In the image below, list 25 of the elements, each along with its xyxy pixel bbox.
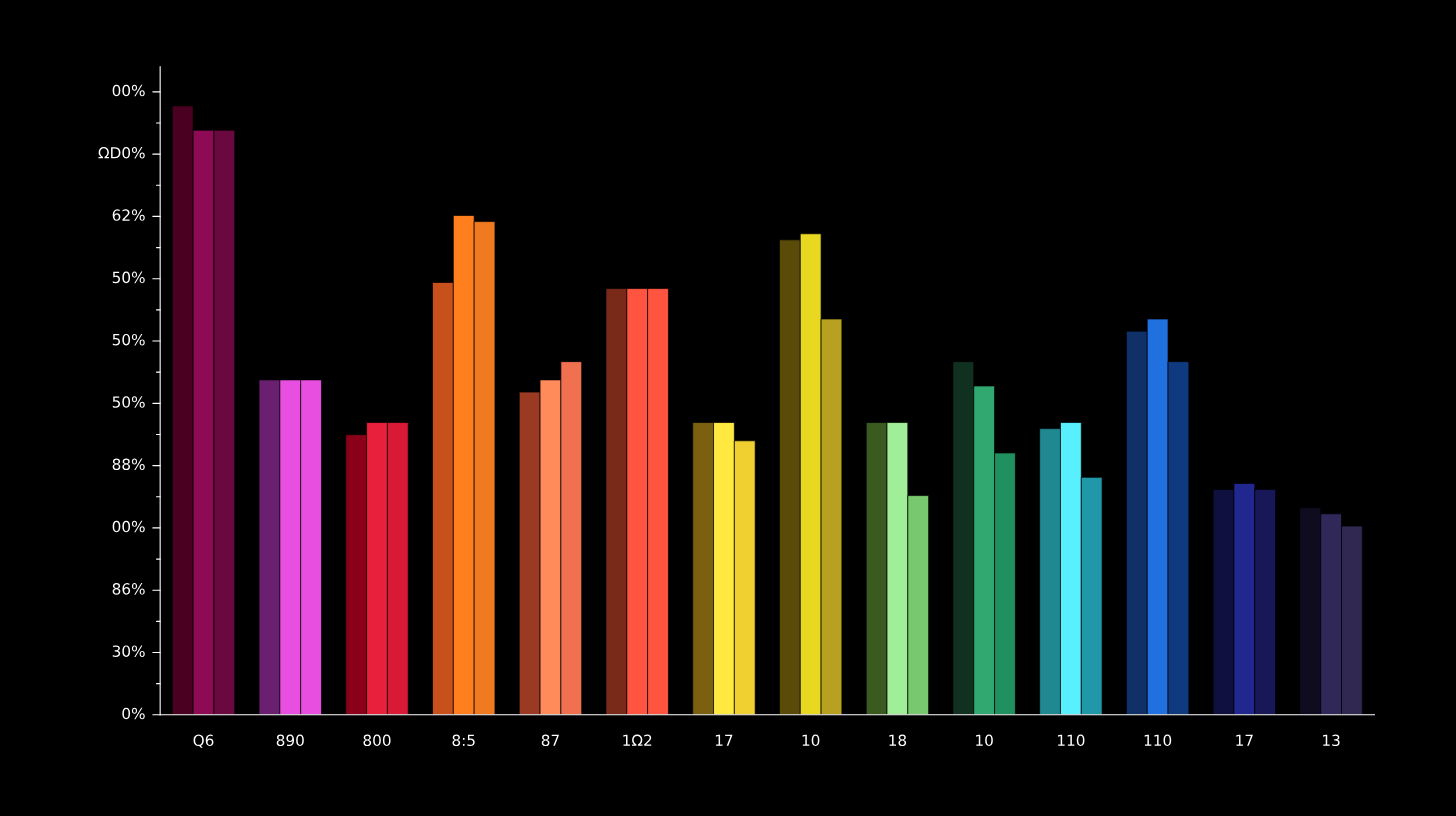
x-tick-label: 890 [276, 734, 304, 747]
text: 0% [122, 707, 145, 720]
text: 62% [112, 209, 145, 221]
x-tick-label: 110 [1057, 734, 1085, 747]
x-tick-label: 18 [889, 734, 907, 747]
x-tick-label: 10 [802, 734, 820, 747]
x-tick-label: 110 [1144, 734, 1172, 747]
text: 88% [112, 458, 145, 471]
text: 30% [112, 645, 145, 657]
text: 50% [112, 396, 145, 408]
text: 50% [112, 333, 145, 346]
text: 00% [112, 520, 145, 533]
x-tick-label: 87 [541, 734, 559, 747]
text: 00% [112, 84, 145, 97]
text: 50% [112, 271, 145, 284]
x-tick-label: 800 [363, 734, 391, 747]
x-tick-label: 8:5 [452, 734, 475, 747]
x-tick-label: 13 [1323, 734, 1340, 747]
x-tick-label: 17 [1236, 734, 1253, 746]
text: 86% [112, 583, 145, 595]
x-tick-label: 1Ω2 [623, 734, 652, 746]
x-tick-label: Q6 [193, 734, 214, 748]
text: ΩD0% [98, 147, 145, 159]
x-tick-label: 10 [976, 734, 993, 747]
x-tick-label: 17 [715, 734, 733, 746]
